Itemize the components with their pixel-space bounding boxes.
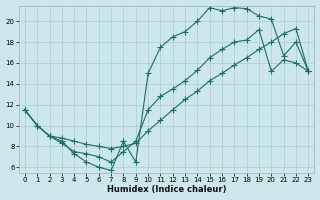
X-axis label: Humidex (Indice chaleur): Humidex (Indice chaleur)	[107, 185, 226, 194]
